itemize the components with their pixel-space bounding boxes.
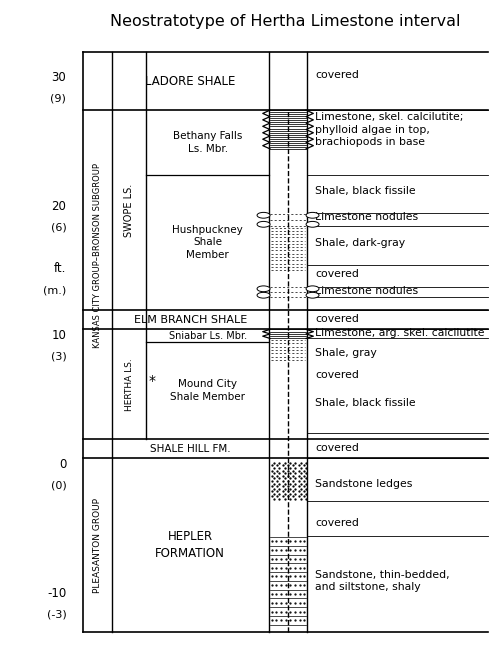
Ellipse shape (306, 213, 319, 218)
Text: Limestone, skel. calcilutite;
phylloid algae in top,
brachiopods in base: Limestone, skel. calcilutite; phylloid a… (316, 112, 464, 147)
Text: Sandstone, thin-bedded,
and siltstone, shaly: Sandstone, thin-bedded, and siltstone, s… (316, 570, 450, 592)
Text: covered: covered (316, 314, 359, 324)
Text: (0): (0) (50, 481, 66, 490)
Text: covered: covered (316, 70, 359, 80)
Text: LADORE SHALE: LADORE SHALE (145, 75, 236, 87)
Text: *: * (148, 374, 156, 388)
Text: HERTHA LS.: HERTHA LS. (124, 358, 134, 411)
Text: covered: covered (316, 269, 359, 279)
Text: Limestone nodules: Limestone nodules (316, 286, 418, 296)
Text: Mound City
Shale Member: Mound City Shale Member (170, 379, 245, 402)
Text: Sniabar Ls. Mbr.: Sniabar Ls. Mbr. (168, 331, 246, 341)
Text: covered: covered (316, 443, 359, 453)
Text: SHALE HILL FM.: SHALE HILL FM. (150, 443, 230, 454)
Text: SWOPE LS.: SWOPE LS. (124, 183, 134, 237)
Ellipse shape (257, 213, 270, 218)
Text: Limestone, arg. skel. calcilutite: Limestone, arg. skel. calcilutite (316, 328, 485, 338)
Ellipse shape (306, 286, 319, 291)
Text: (9): (9) (50, 94, 66, 104)
Text: Bethany Falls
Ls. Mbr.: Bethany Falls Ls. Mbr. (173, 131, 242, 154)
Text: 20: 20 (52, 200, 66, 213)
Text: -10: -10 (47, 587, 66, 600)
Ellipse shape (257, 292, 270, 298)
Text: Shale, dark-gray: Shale, dark-gray (316, 238, 406, 248)
Text: 30: 30 (52, 72, 66, 85)
Text: ELM BRANCH SHALE: ELM BRANCH SHALE (134, 315, 247, 325)
Text: KANSAS CITY GROUP–BRONSON SUBGROUP: KANSAS CITY GROUP–BRONSON SUBGROUP (92, 163, 102, 348)
Text: (-3): (-3) (46, 610, 66, 619)
Text: Shale, black fissile: Shale, black fissile (316, 398, 416, 408)
Text: covered: covered (316, 518, 359, 528)
Text: (3): (3) (50, 351, 66, 361)
Text: Neostratotype of Hertha Limestone interval: Neostratotype of Hertha Limestone interv… (110, 14, 460, 29)
Text: PLEASANTON GROUP: PLEASANTON GROUP (92, 498, 102, 593)
Text: (6): (6) (50, 222, 66, 233)
Text: 10: 10 (52, 329, 66, 342)
Text: Hushpuckney
Shale
Member: Hushpuckney Shale Member (172, 225, 243, 259)
Text: 0: 0 (59, 458, 66, 471)
Ellipse shape (306, 222, 319, 227)
Text: Sandstone ledges: Sandstone ledges (316, 479, 413, 489)
Text: Shale, gray: Shale, gray (316, 348, 377, 357)
Text: HEPLER
FORMATION: HEPLER FORMATION (156, 530, 225, 561)
Text: Shale, black fissile: Shale, black fissile (316, 186, 416, 196)
Ellipse shape (257, 222, 270, 227)
Ellipse shape (306, 292, 319, 298)
Text: (m.): (m.) (43, 286, 66, 296)
Text: covered: covered (316, 370, 359, 379)
Text: Limestone nodules: Limestone nodules (316, 212, 418, 222)
Text: ft.: ft. (54, 262, 66, 275)
Ellipse shape (257, 286, 270, 291)
